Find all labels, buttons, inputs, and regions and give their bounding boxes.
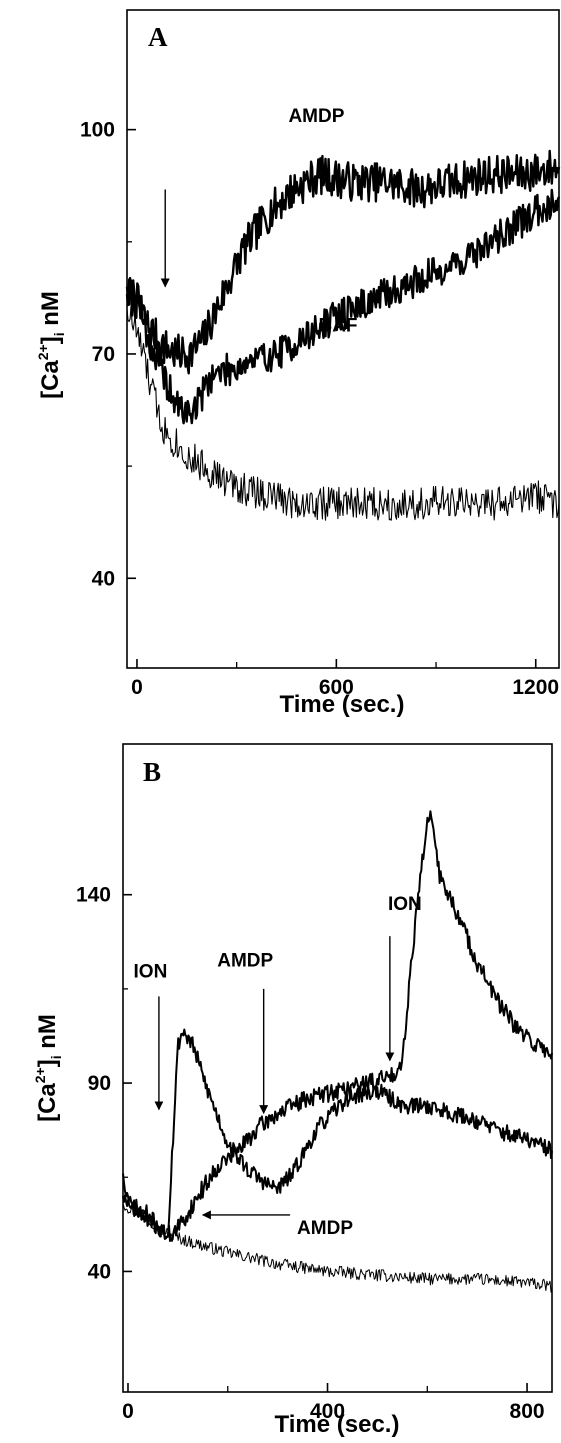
panel-a-frame bbox=[126, 9, 560, 669]
panel-b-ylabel: [Ca2+]i nM bbox=[32, 1014, 64, 1122]
panel-b-frame bbox=[122, 743, 553, 1393]
series-line-ion-0 bbox=[122, 1028, 553, 1240]
y-tick-label: 90 bbox=[88, 1072, 111, 1095]
x-tick-label: 800 bbox=[510, 1400, 545, 1423]
panel-b: B 40 90 140 0 400 800 ION AMDP ION AMDP Time (se… bbox=[32, 743, 553, 1438]
panel-b-ylabel-sup: 2+ bbox=[32, 1067, 48, 1083]
panel-a-ylabel-unit: nM bbox=[37, 291, 64, 332]
panel-b-ticks: 40 90 140 0 400 800 bbox=[76, 884, 545, 1423]
panel-a-ylabel-main: [Ca bbox=[37, 360, 64, 399]
panel-a-series bbox=[125, 149, 561, 521]
x-tick-label: 0 bbox=[131, 676, 143, 699]
panel-a-xlabel: Time (sec.) bbox=[280, 691, 405, 718]
panel-b-ylabel-bracket: ] bbox=[34, 1059, 61, 1067]
y-tick-label: 100 bbox=[80, 119, 115, 142]
series-line-amdp-0 bbox=[125, 149, 561, 375]
panel-a-title: A bbox=[148, 22, 168, 52]
annotation-label: ION bbox=[388, 894, 422, 915]
panel-a-annotations: AMDP BAF bbox=[160, 106, 358, 337]
panel-b-title: B bbox=[143, 757, 161, 787]
panel-a-ylabel: [Ca2+]i nM bbox=[35, 291, 67, 399]
annotation-label: AMDP bbox=[288, 106, 344, 127]
panel-b-ylabel-sub: i bbox=[48, 1055, 64, 1059]
x-tick-label: 1200 bbox=[512, 676, 559, 699]
annotation-label: AMDP bbox=[297, 1218, 353, 1239]
x-tick-label: 0 bbox=[122, 1400, 134, 1423]
panel-b-series bbox=[122, 810, 553, 1293]
panel-a-ylabel-sup: 2+ bbox=[35, 344, 51, 360]
series-line-baf-1 bbox=[125, 188, 561, 425]
panel-b-ylabel-main: [Ca bbox=[34, 1083, 61, 1122]
y-tick-label: 140 bbox=[76, 884, 111, 907]
y-tick-label: 70 bbox=[92, 343, 115, 366]
series-line-baseline-2 bbox=[126, 304, 560, 521]
x-tick-label: 600 bbox=[319, 676, 354, 699]
annotation-label: BAF bbox=[318, 316, 357, 337]
series-line-baseline-2 bbox=[122, 1203, 553, 1293]
panel-b-xlabel: Time (sec.) bbox=[275, 1411, 400, 1438]
annotation-label: ION bbox=[134, 962, 168, 983]
y-tick-label: 40 bbox=[92, 567, 115, 590]
panel-a: A 40 70 100 0 600 1200 AMDP BAF Time (sec.) [C… bbox=[35, 9, 561, 718]
panel-a-ylabel-sub: i bbox=[51, 332, 67, 336]
annotation-label: AMDP bbox=[217, 950, 273, 971]
y-tick-label: 40 bbox=[88, 1260, 111, 1283]
panel-a-ylabel-bracket: ] bbox=[37, 336, 64, 344]
x-tick-label: 400 bbox=[310, 1400, 345, 1423]
panel-b-annotations: ION AMDP ION AMDP bbox=[134, 894, 422, 1239]
panel-a-ticks: 40 70 100 0 600 1200 bbox=[80, 119, 559, 699]
panel-b-ylabel-unit: nM bbox=[34, 1014, 61, 1055]
series-line-amdp-1 bbox=[122, 810, 553, 1242]
